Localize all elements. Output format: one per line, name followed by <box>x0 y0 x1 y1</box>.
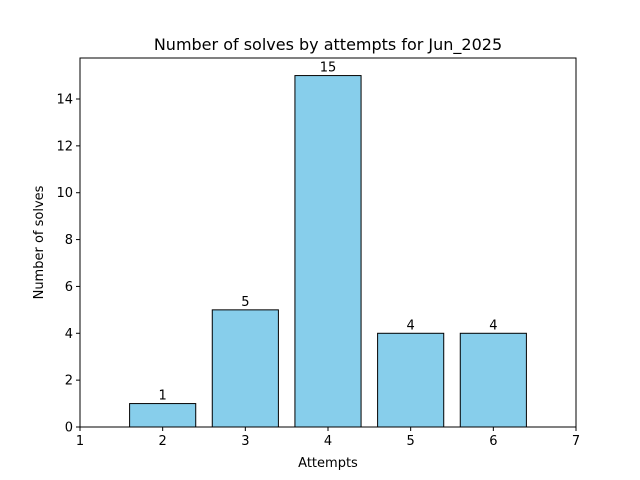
bar-attempts-4 <box>294 75 362 428</box>
bar-attempts-2 <box>129 403 197 428</box>
x-tick-label: 4 <box>324 434 332 449</box>
x-tick-label: 6 <box>489 434 497 449</box>
data-label-attempts-2: 1 <box>159 389 167 404</box>
x-axis-ticks: 1 2 3 4 5 6 7 <box>76 427 580 449</box>
data-label-attempts-3: 5 <box>241 295 249 310</box>
x-tick-label: 7 <box>572 434 580 449</box>
data-label-attempts-5: 4 <box>407 318 415 333</box>
chart-title: Number of solves by attempts for Jun_202… <box>154 35 502 55</box>
y-tick-label: 0 <box>65 421 73 436</box>
bars-group <box>129 75 527 428</box>
y-tick-label: 6 <box>65 280 73 295</box>
x-tick-label: 2 <box>159 434 167 449</box>
bar-attempts-6 <box>459 332 527 428</box>
y-axis-label: Number of solves <box>32 185 47 299</box>
data-label-attempts-6: 4 <box>489 318 497 333</box>
y-tick-label: 12 <box>56 139 73 154</box>
y-tick-label: 2 <box>65 374 73 389</box>
y-tick-label: 8 <box>65 233 73 248</box>
data-label-attempts-4: 15 <box>320 61 337 76</box>
y-tick-label: 14 <box>56 93 73 108</box>
x-axis-label: Attempts <box>298 456 358 471</box>
bar-attempts-5 <box>377 332 445 428</box>
x-tick-label: 5 <box>407 434 415 449</box>
y-axis-ticks: 0 2 4 6 8 10 12 14 <box>56 93 80 436</box>
y-tick-label: 4 <box>65 327 73 342</box>
bar-attempts-3 <box>211 309 279 428</box>
x-tick-label: 1 <box>76 434 84 449</box>
y-tick-label: 10 <box>56 186 73 201</box>
x-tick-label: 3 <box>241 434 249 449</box>
